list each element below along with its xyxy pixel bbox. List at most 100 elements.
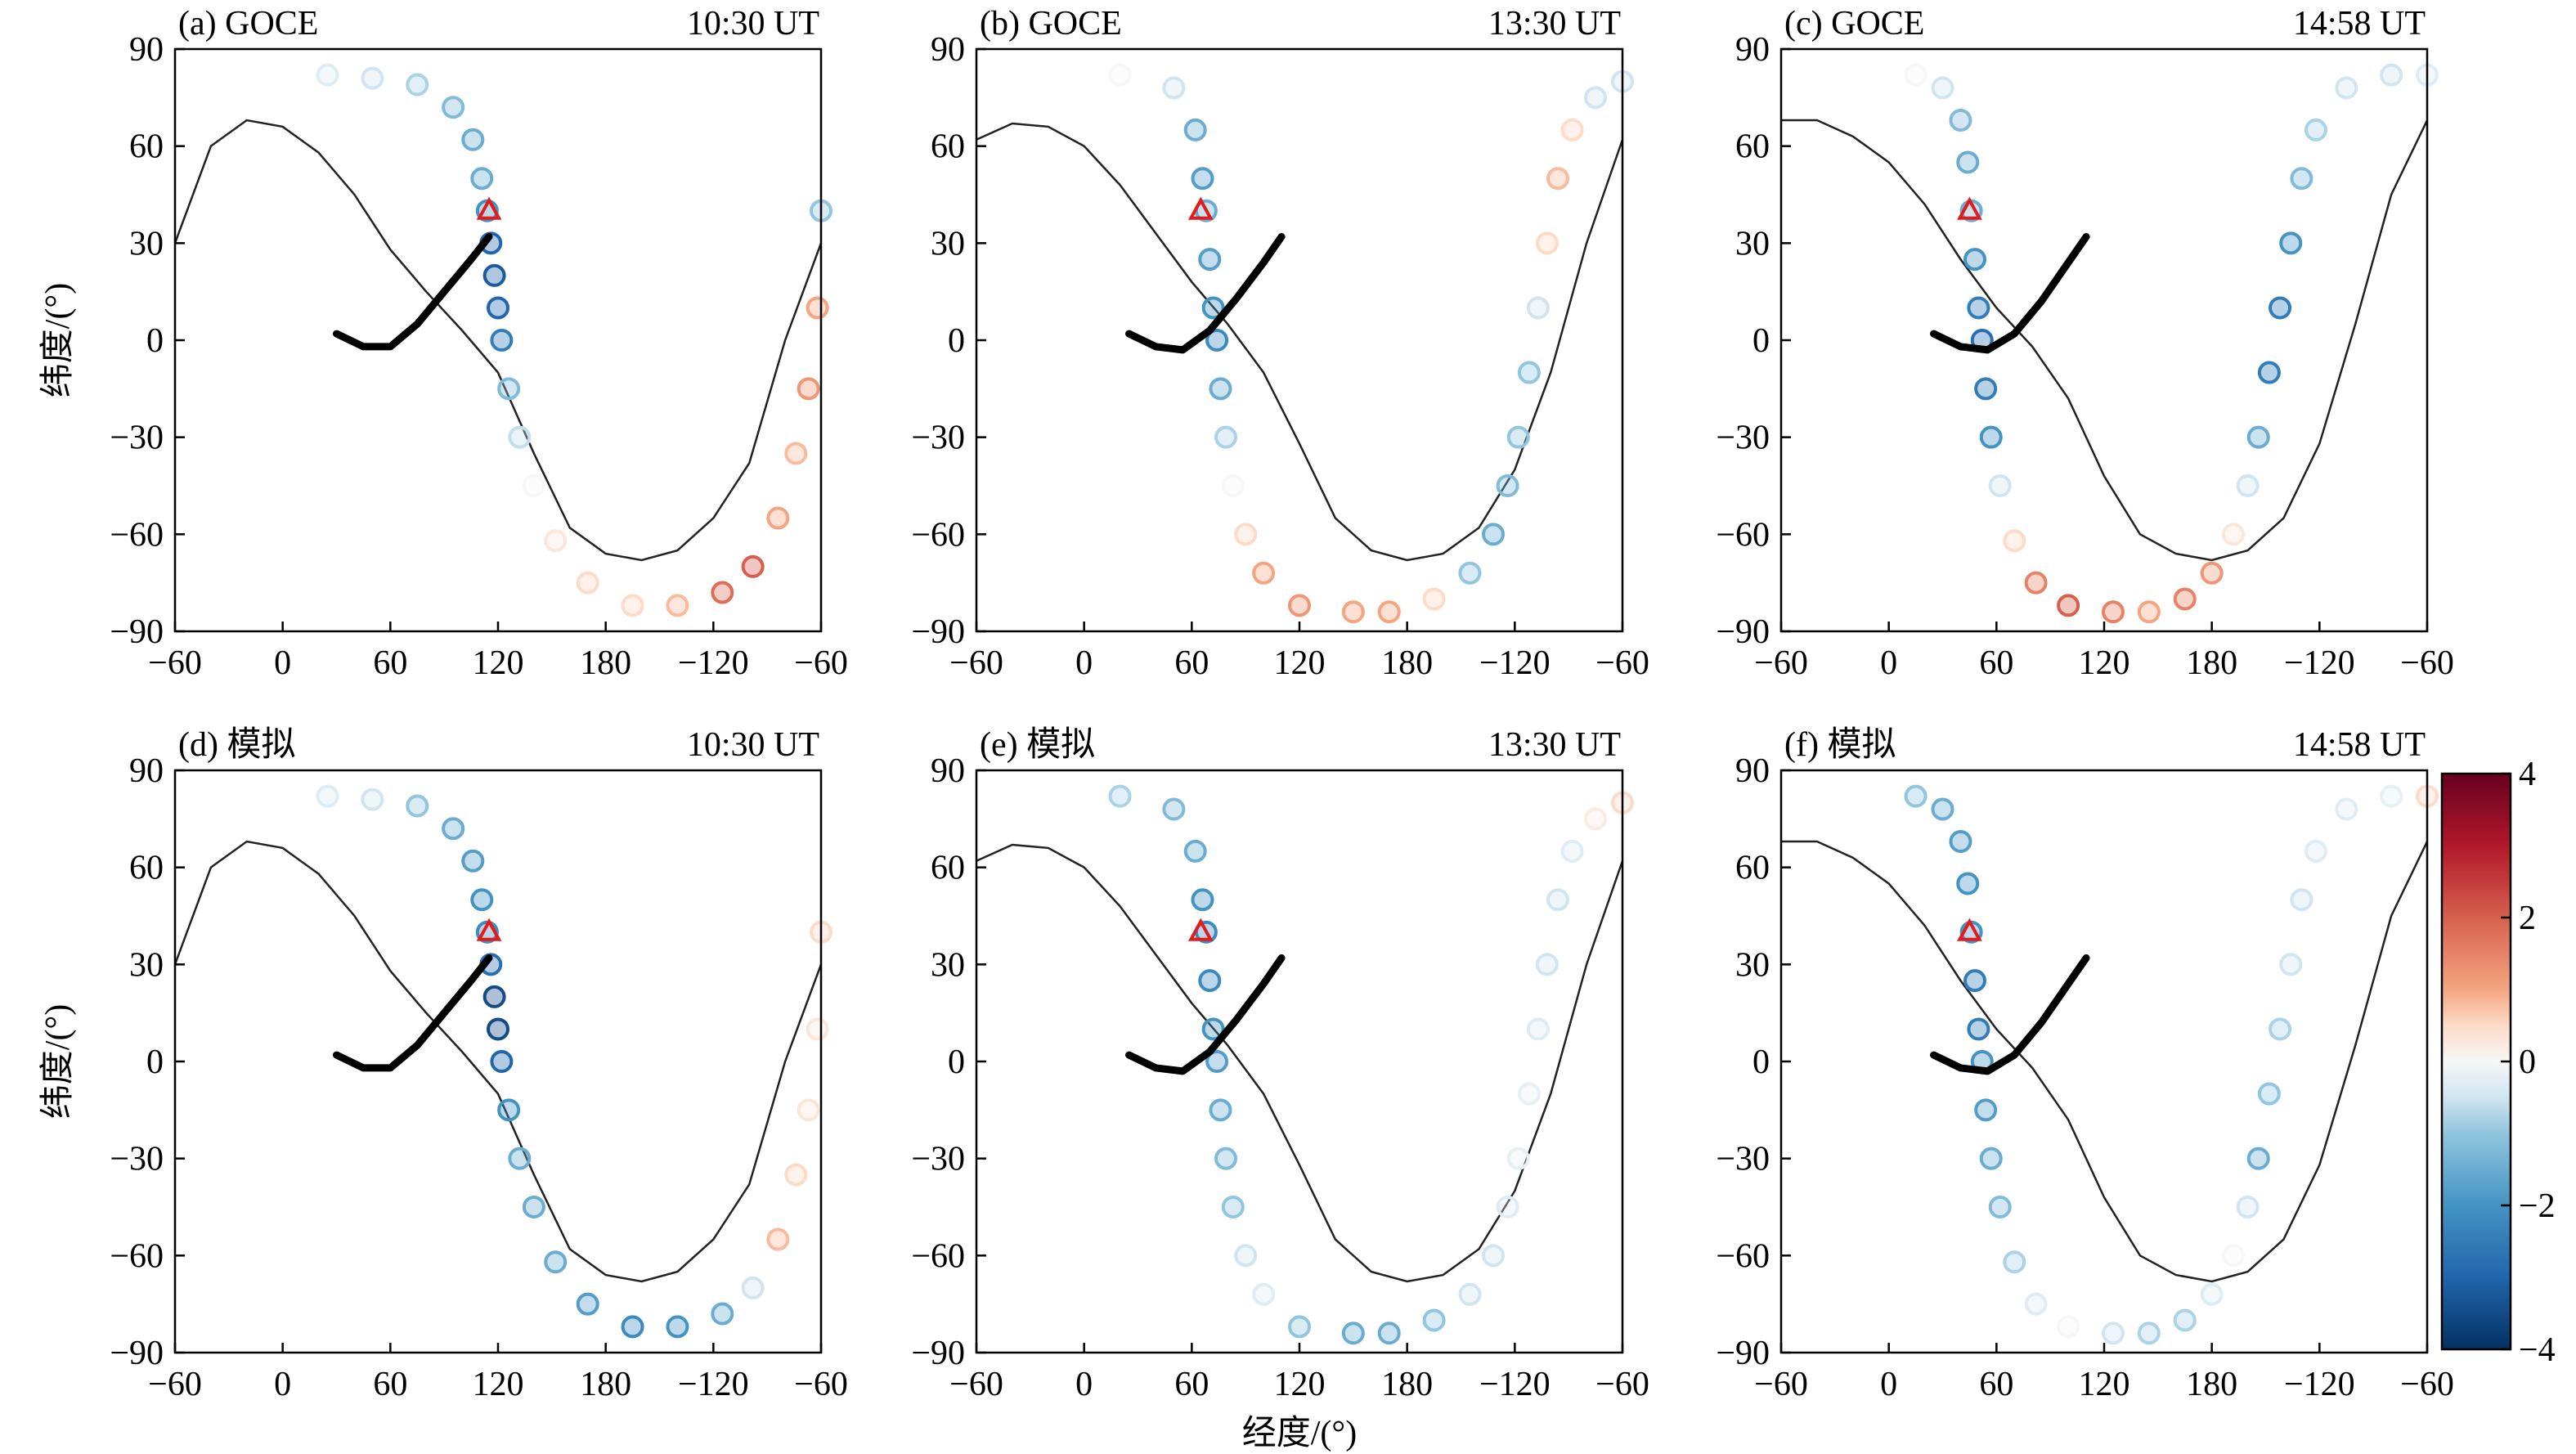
track-point — [1422, 1308, 1446, 1332]
y-tick-label: −30 — [110, 1141, 164, 1178]
track-point — [1526, 296, 1550, 320]
x-tick-label: 180 — [580, 644, 631, 682]
track-point — [2101, 1322, 2125, 1345]
y-tick-label: 30 — [129, 946, 164, 984]
track-point — [806, 296, 829, 320]
track-point — [2290, 888, 2313, 912]
track-point — [784, 442, 808, 465]
colorbar — [2440, 772, 2512, 1351]
track-point — [2257, 361, 2281, 384]
y-tick-label: −90 — [110, 613, 164, 651]
track-point — [1496, 474, 1519, 497]
terminator-line — [173, 840, 823, 1283]
track-point — [2335, 797, 2358, 821]
track-point — [508, 425, 532, 449]
track-point — [1341, 600, 1365, 624]
track-point — [361, 788, 384, 811]
x-tick-label: 0 — [1075, 644, 1093, 682]
x-tick-label: 60 — [1979, 644, 2013, 682]
station-marker — [476, 196, 502, 220]
track-point — [2173, 1308, 2197, 1332]
track-point — [1963, 248, 1986, 272]
station-marker — [1187, 918, 1214, 941]
track-point — [1221, 1196, 1245, 1218]
x-tick-label: 0 — [1880, 644, 1897, 682]
y-tick-label: −90 — [110, 1335, 164, 1372]
track-point — [1205, 1050, 1229, 1073]
x-tick-label: 60 — [373, 644, 407, 682]
track-point — [1234, 1244, 1258, 1268]
panel-time: 10:30 UT — [687, 5, 819, 43]
y-tick-label: 0 — [948, 1043, 965, 1081]
y-tick-label: −90 — [911, 1335, 965, 1372]
track-point — [2279, 231, 2303, 255]
track-point — [1341, 1322, 1365, 1345]
track-point — [1517, 1082, 1541, 1106]
track-point — [1108, 63, 1132, 87]
track-point — [1205, 329, 1229, 352]
track-point — [1560, 118, 1584, 141]
track-point — [797, 377, 820, 401]
track-point — [490, 1050, 514, 1073]
panel-time: 13:30 UT — [1488, 5, 1621, 43]
track-point — [1377, 1322, 1401, 1345]
y-tick-label: −30 — [110, 420, 164, 457]
plot-area — [175, 49, 821, 631]
terminator-line — [1781, 119, 2429, 562]
track-point — [1967, 296, 1990, 320]
terminator-line — [976, 843, 1624, 1283]
dip-equator — [1125, 232, 1286, 354]
x-tick-label: 120 — [473, 644, 524, 682]
colorbar-tick-label: 2 — [2519, 900, 2536, 937]
track-point — [1904, 63, 1928, 87]
track-point — [490, 329, 514, 352]
track-point — [2101, 600, 2125, 624]
plot-area — [175, 770, 821, 1353]
track-point — [1956, 872, 1980, 895]
track-point — [406, 794, 429, 818]
y-tick-label: 0 — [146, 1043, 164, 1081]
track-point — [2137, 600, 2161, 624]
track-point — [2335, 76, 2358, 100]
x-tick-label: 0 — [274, 1366, 291, 1403]
track-point — [2380, 63, 2403, 87]
track-point — [2269, 296, 2292, 320]
track-point — [2173, 587, 2197, 611]
station-marker — [1187, 196, 1214, 220]
y-tick-label: 90 — [1735, 31, 1770, 69]
plot-area — [976, 770, 1622, 1353]
dip-equator — [333, 954, 493, 1072]
plot-area — [1781, 770, 2427, 1353]
y-tick-label: 0 — [146, 322, 164, 360]
track-point — [470, 888, 494, 912]
x-tick-label: −60 — [2400, 1366, 2454, 1403]
track-point — [1979, 425, 2003, 449]
track-point — [1956, 150, 1980, 174]
terminator-line — [173, 119, 823, 562]
track-point — [1214, 425, 1238, 449]
panel-time: 13:30 UT — [1488, 726, 1621, 764]
track-point — [487, 296, 509, 320]
y-tick-label: 0 — [1752, 322, 1770, 360]
track-point — [2057, 1315, 2080, 1339]
y-tick-label: −90 — [911, 613, 965, 651]
y-tick-label: 0 — [948, 322, 965, 360]
x-tick-label: 120 — [1274, 1366, 1326, 1403]
dip-equator — [333, 232, 493, 351]
y-axis-label: 纬度/(°) — [39, 1004, 77, 1119]
x-tick-label: −60 — [148, 644, 202, 682]
track-point — [470, 167, 494, 191]
track-point — [1974, 1098, 1998, 1122]
track-point — [1198, 248, 1222, 272]
track-point — [1191, 888, 1214, 912]
panel-title: (b) GOCE — [980, 5, 1122, 43]
x-tick-label: 60 — [1174, 1366, 1209, 1403]
y-tick-label: −60 — [911, 1237, 965, 1275]
track-point — [2290, 167, 2313, 191]
track-point — [497, 377, 521, 401]
y-tick-label: −60 — [110, 516, 164, 554]
